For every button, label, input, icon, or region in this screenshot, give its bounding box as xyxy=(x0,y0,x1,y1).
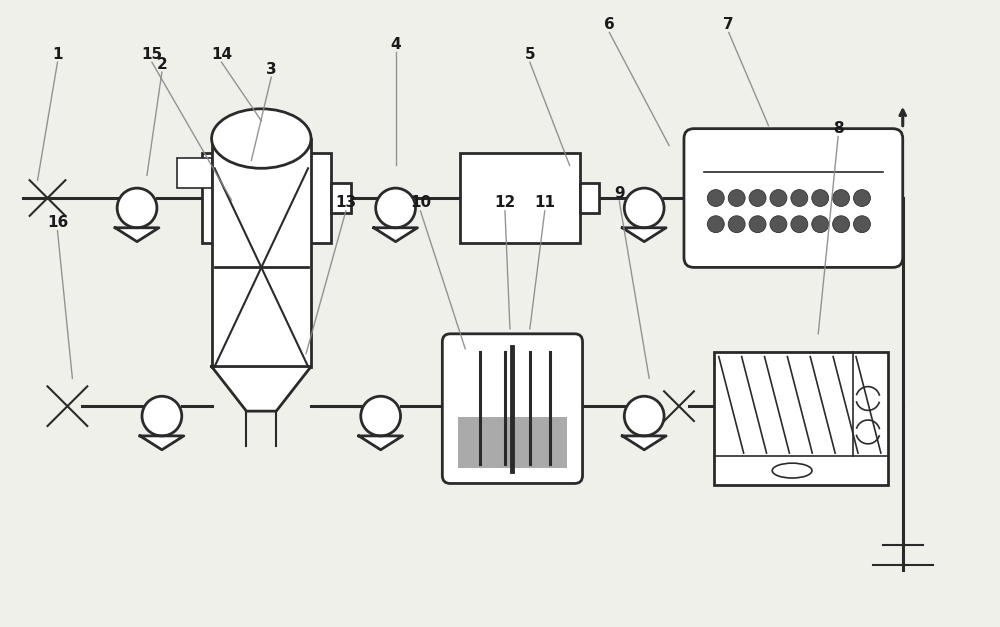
Circle shape xyxy=(833,216,850,233)
Circle shape xyxy=(770,216,787,233)
Circle shape xyxy=(791,189,808,206)
Text: 10: 10 xyxy=(410,196,431,211)
Text: 12: 12 xyxy=(494,196,516,211)
FancyBboxPatch shape xyxy=(684,129,903,267)
Text: 13: 13 xyxy=(335,196,356,211)
Bar xyxy=(212,139,311,367)
Bar xyxy=(714,352,888,485)
Circle shape xyxy=(812,189,829,206)
Polygon shape xyxy=(359,436,403,450)
Circle shape xyxy=(728,216,745,233)
Text: 5: 5 xyxy=(525,47,535,62)
Ellipse shape xyxy=(212,109,311,168)
Polygon shape xyxy=(622,436,666,450)
Circle shape xyxy=(749,189,766,206)
Polygon shape xyxy=(115,228,159,241)
Circle shape xyxy=(117,188,157,228)
Text: 7: 7 xyxy=(723,17,734,32)
Bar xyxy=(331,183,351,213)
Circle shape xyxy=(361,396,401,436)
Bar xyxy=(202,154,331,243)
Text: 6: 6 xyxy=(604,17,615,32)
Circle shape xyxy=(707,216,724,233)
Bar xyxy=(177,159,212,188)
Circle shape xyxy=(854,216,870,233)
Polygon shape xyxy=(212,367,311,411)
FancyBboxPatch shape xyxy=(442,334,583,483)
Circle shape xyxy=(833,189,850,206)
Text: 14: 14 xyxy=(211,47,232,62)
Polygon shape xyxy=(374,228,417,241)
Bar xyxy=(580,183,599,213)
Ellipse shape xyxy=(772,463,812,478)
Circle shape xyxy=(791,216,808,233)
Circle shape xyxy=(376,188,415,228)
Polygon shape xyxy=(622,228,666,241)
Text: 1: 1 xyxy=(52,47,63,62)
Text: 15: 15 xyxy=(141,47,163,62)
Circle shape xyxy=(728,189,745,206)
Circle shape xyxy=(749,216,766,233)
Text: 8: 8 xyxy=(833,121,843,136)
Circle shape xyxy=(770,189,787,206)
Circle shape xyxy=(707,189,724,206)
Polygon shape xyxy=(140,436,184,450)
Text: 2: 2 xyxy=(157,56,167,71)
Text: 3: 3 xyxy=(266,61,277,76)
Circle shape xyxy=(142,396,182,436)
Bar xyxy=(460,154,580,243)
Bar xyxy=(458,417,567,468)
Text: 9: 9 xyxy=(614,186,625,201)
Circle shape xyxy=(624,188,664,228)
Circle shape xyxy=(812,216,829,233)
Circle shape xyxy=(854,189,870,206)
Text: 4: 4 xyxy=(390,37,401,52)
Text: 16: 16 xyxy=(47,215,68,230)
Text: 11: 11 xyxy=(534,196,555,211)
Circle shape xyxy=(624,396,664,436)
